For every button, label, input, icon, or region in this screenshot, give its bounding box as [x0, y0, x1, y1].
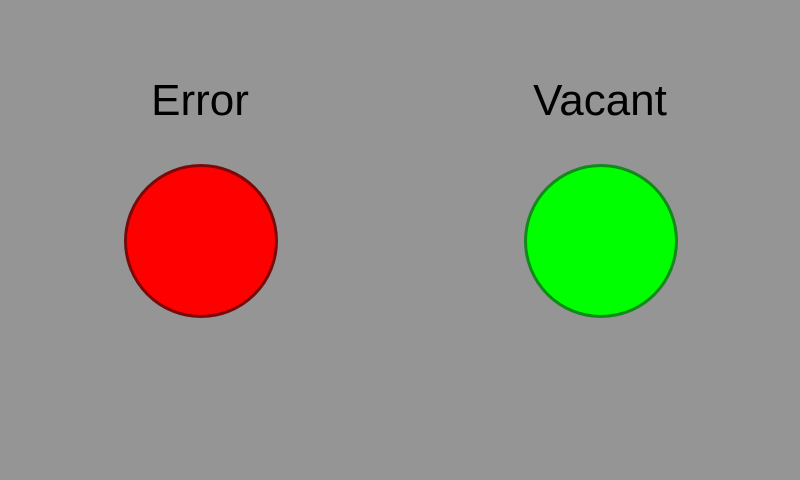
vacant-status-panel: Vacant — [400, 0, 800, 480]
error-status-light — [124, 164, 278, 318]
error-status-panel: Error — [124, 76, 278, 318]
error-status-label: Error — [151, 76, 249, 125]
vacant-status-light — [524, 164, 678, 318]
vacant-status-label: Vacant — [533, 76, 667, 125]
